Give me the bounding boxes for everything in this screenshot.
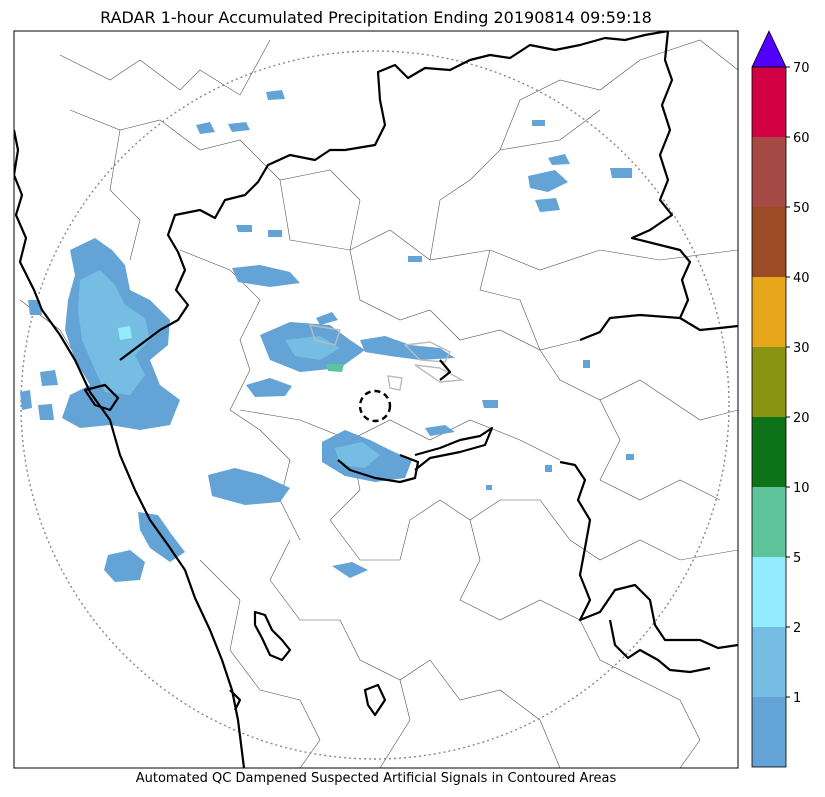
colorbar: 1 2 5 10 20 30 40 50 60 70 bbox=[751, 30, 810, 768]
precip-area-southeast-small bbox=[332, 400, 498, 578]
colorbar-tick-label: 60 bbox=[793, 131, 810, 146]
colorbar-tick-label: 10 bbox=[793, 481, 810, 496]
precip-area-west-middle bbox=[246, 378, 292, 397]
precip-area-left-edge bbox=[20, 390, 32, 410]
colorbar-tick-label: 40 bbox=[793, 271, 810, 286]
precipitation-areas bbox=[20, 90, 634, 582]
precip-area-northeast bbox=[528, 168, 632, 212]
colorbar-tick-label: 2 bbox=[793, 621, 801, 636]
colorbar-outline bbox=[751, 66, 787, 768]
precip-area-south-central-core bbox=[335, 442, 380, 468]
colorbar-level-8 bbox=[752, 137, 786, 207]
colorbar-level-2 bbox=[752, 557, 786, 627]
colorbar-tick-label: 50 bbox=[793, 201, 810, 216]
colorbar-level-7 bbox=[752, 207, 786, 277]
colorbar-level-1 bbox=[752, 627, 786, 697]
colorbar-level-0 bbox=[752, 697, 786, 767]
map-frame bbox=[13, 30, 739, 769]
precip-area-north-central-core bbox=[285, 336, 340, 360]
colorbar-level-5 bbox=[752, 347, 786, 417]
qc-contours bbox=[308, 324, 465, 391]
colorbar-level-9 bbox=[752, 67, 786, 137]
colorbar-extend-triangle bbox=[751, 30, 787, 68]
map-content bbox=[14, 31, 738, 768]
radar-site-marker bbox=[358, 389, 392, 423]
precip-area-far-southwest bbox=[104, 550, 145, 582]
district-boundaries bbox=[19, 39, 738, 768]
precip-area-north-cell bbox=[326, 364, 344, 372]
colorbar-tick-label-top: 70 bbox=[793, 61, 810, 76]
precip-area-west-cell bbox=[118, 326, 132, 340]
colorbar-tick-label: 5 bbox=[793, 551, 801, 566]
state-boundaries bbox=[14, 31, 738, 768]
map-title: RADAR 1-hour Accumulated Precipitation E… bbox=[100, 8, 652, 27]
precip-area-southwest bbox=[208, 468, 290, 505]
colorbar-level-3 bbox=[752, 487, 786, 557]
colorbar-tick-label: 20 bbox=[793, 411, 810, 426]
precip-area-west-strip bbox=[28, 300, 58, 420]
map-footer: Automated QC Dampened Suspected Artifici… bbox=[135, 771, 617, 786]
colorbar-level-4 bbox=[752, 417, 786, 487]
colorbar-tick-label: 30 bbox=[793, 341, 810, 356]
precip-area-northwest bbox=[232, 265, 300, 287]
colorbar-level-6 bbox=[752, 277, 786, 347]
precip-area-west-core bbox=[78, 270, 150, 395]
precip-area-north-small bbox=[196, 90, 634, 490]
radar-range-ring bbox=[20, 50, 730, 760]
colorbar-tick-label: 1 bbox=[793, 691, 801, 706]
